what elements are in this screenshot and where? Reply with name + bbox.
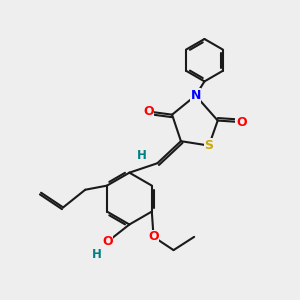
Text: O: O [143, 105, 154, 118]
Text: H: H [92, 248, 102, 261]
Text: H: H [137, 149, 147, 162]
Text: O: O [148, 230, 159, 243]
Text: O: O [102, 236, 112, 248]
Text: O: O [236, 116, 247, 128]
Text: N: N [190, 89, 201, 102]
Text: S: S [204, 139, 213, 152]
